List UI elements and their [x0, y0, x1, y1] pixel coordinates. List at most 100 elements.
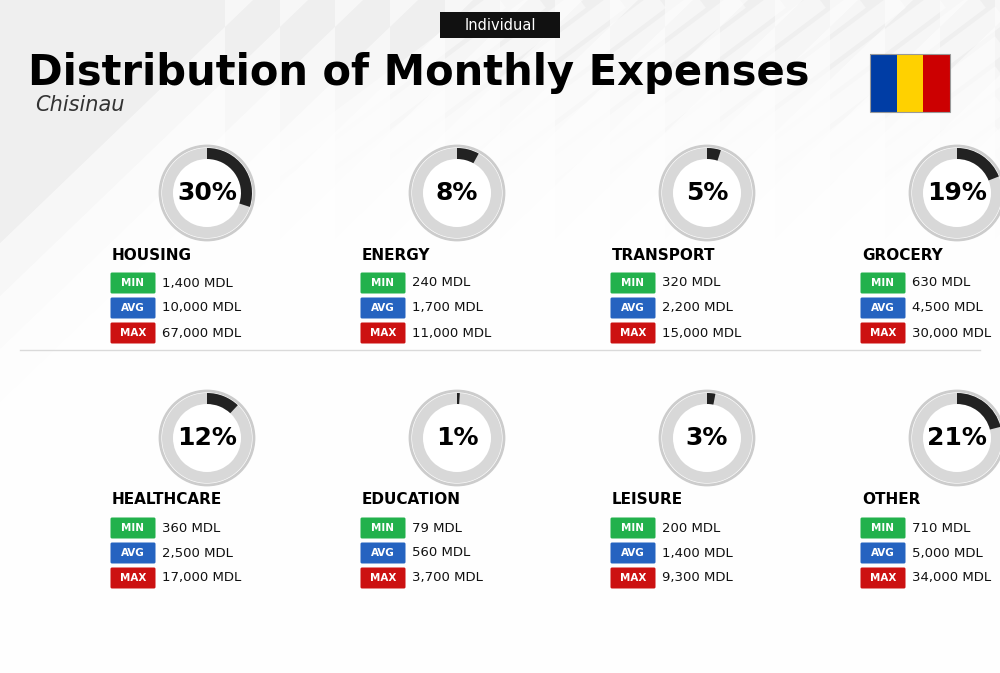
Text: 2,500 MDL: 2,500 MDL: [162, 546, 233, 559]
Text: MIN: MIN: [122, 278, 144, 288]
Text: Individual: Individual: [464, 17, 536, 32]
Text: 79 MDL: 79 MDL: [412, 522, 462, 534]
Text: 8%: 8%: [436, 181, 478, 205]
Wedge shape: [162, 148, 252, 238]
Wedge shape: [412, 148, 502, 238]
Text: MIN: MIN: [622, 523, 644, 533]
Text: 19%: 19%: [927, 181, 987, 205]
Circle shape: [910, 391, 1000, 485]
Text: TRANSPORT: TRANSPORT: [612, 248, 716, 262]
Wedge shape: [662, 148, 752, 238]
Circle shape: [910, 146, 1000, 240]
FancyBboxPatch shape: [610, 322, 656, 343]
Circle shape: [160, 146, 254, 240]
Text: 1,400 MDL: 1,400 MDL: [162, 277, 233, 289]
Text: HEALTHCARE: HEALTHCARE: [112, 493, 222, 507]
Text: 67,000 MDL: 67,000 MDL: [162, 326, 241, 339]
Wedge shape: [707, 148, 721, 161]
FancyBboxPatch shape: [610, 297, 656, 318]
Wedge shape: [912, 148, 1000, 238]
Text: 630 MDL: 630 MDL: [912, 277, 970, 289]
Text: OTHER: OTHER: [862, 493, 920, 507]
FancyBboxPatch shape: [110, 567, 156, 588]
FancyBboxPatch shape: [923, 54, 950, 112]
Text: 4,500 MDL: 4,500 MDL: [912, 302, 983, 314]
Text: MAX: MAX: [620, 328, 646, 338]
Text: 5,000 MDL: 5,000 MDL: [912, 546, 983, 559]
Text: ENERGY: ENERGY: [362, 248, 430, 262]
FancyBboxPatch shape: [360, 542, 406, 563]
Text: AVG: AVG: [121, 303, 145, 313]
Text: MIN: MIN: [872, 523, 895, 533]
FancyBboxPatch shape: [110, 273, 156, 293]
Text: MIN: MIN: [622, 278, 644, 288]
FancyBboxPatch shape: [860, 542, 906, 563]
Text: MAX: MAX: [120, 573, 146, 583]
FancyBboxPatch shape: [860, 297, 906, 318]
Text: 3,700 MDL: 3,700 MDL: [412, 571, 483, 584]
FancyBboxPatch shape: [360, 322, 406, 343]
Text: 12%: 12%: [177, 426, 237, 450]
Wedge shape: [912, 393, 1000, 483]
Text: MAX: MAX: [870, 573, 896, 583]
Wedge shape: [207, 148, 252, 207]
Wedge shape: [957, 148, 999, 180]
Text: MAX: MAX: [370, 573, 396, 583]
Circle shape: [660, 391, 754, 485]
Text: 320 MDL: 320 MDL: [662, 277, 720, 289]
Text: HOUSING: HOUSING: [112, 248, 192, 262]
Wedge shape: [662, 393, 752, 483]
Text: 1,700 MDL: 1,700 MDL: [412, 302, 483, 314]
Wedge shape: [457, 148, 479, 164]
Text: LEISURE: LEISURE: [612, 493, 683, 507]
Text: 17,000 MDL: 17,000 MDL: [162, 571, 241, 584]
Text: 360 MDL: 360 MDL: [162, 522, 220, 534]
Text: 200 MDL: 200 MDL: [662, 522, 720, 534]
Text: AVG: AVG: [371, 548, 395, 558]
Text: 3%: 3%: [686, 426, 728, 450]
FancyBboxPatch shape: [610, 542, 656, 563]
Text: AVG: AVG: [871, 303, 895, 313]
Wedge shape: [162, 393, 252, 483]
Text: MIN: MIN: [122, 523, 144, 533]
Text: 5%: 5%: [686, 181, 728, 205]
FancyBboxPatch shape: [610, 273, 656, 293]
Text: AVG: AVG: [621, 548, 645, 558]
Text: 30,000 MDL: 30,000 MDL: [912, 326, 991, 339]
Text: 11,000 MDL: 11,000 MDL: [412, 326, 491, 339]
Text: 710 MDL: 710 MDL: [912, 522, 970, 534]
Text: MIN: MIN: [872, 278, 895, 288]
Wedge shape: [707, 393, 715, 404]
FancyBboxPatch shape: [860, 322, 906, 343]
Text: MAX: MAX: [370, 328, 396, 338]
Text: Chisinau: Chisinau: [35, 95, 124, 115]
Text: MIN: MIN: [372, 523, 394, 533]
FancyBboxPatch shape: [860, 273, 906, 293]
FancyBboxPatch shape: [870, 54, 897, 112]
Text: AVG: AVG: [121, 548, 145, 558]
FancyBboxPatch shape: [860, 518, 906, 538]
Text: 30%: 30%: [177, 181, 237, 205]
Wedge shape: [412, 393, 502, 483]
Text: 560 MDL: 560 MDL: [412, 546, 470, 559]
FancyBboxPatch shape: [897, 54, 923, 112]
FancyBboxPatch shape: [440, 12, 560, 38]
Text: Distribution of Monthly Expenses: Distribution of Monthly Expenses: [28, 52, 810, 94]
Text: 10,000 MDL: 10,000 MDL: [162, 302, 241, 314]
Circle shape: [660, 146, 754, 240]
Text: AVG: AVG: [621, 303, 645, 313]
FancyBboxPatch shape: [610, 518, 656, 538]
Text: GROCERY: GROCERY: [862, 248, 943, 262]
Wedge shape: [207, 393, 238, 413]
FancyBboxPatch shape: [360, 567, 406, 588]
FancyBboxPatch shape: [360, 297, 406, 318]
Text: 15,000 MDL: 15,000 MDL: [662, 326, 741, 339]
Text: MIN: MIN: [372, 278, 394, 288]
FancyBboxPatch shape: [110, 518, 156, 538]
Text: 1,400 MDL: 1,400 MDL: [662, 546, 733, 559]
Text: 240 MDL: 240 MDL: [412, 277, 470, 289]
Text: 2,200 MDL: 2,200 MDL: [662, 302, 733, 314]
FancyBboxPatch shape: [110, 297, 156, 318]
Text: MAX: MAX: [620, 573, 646, 583]
FancyBboxPatch shape: [860, 567, 906, 588]
